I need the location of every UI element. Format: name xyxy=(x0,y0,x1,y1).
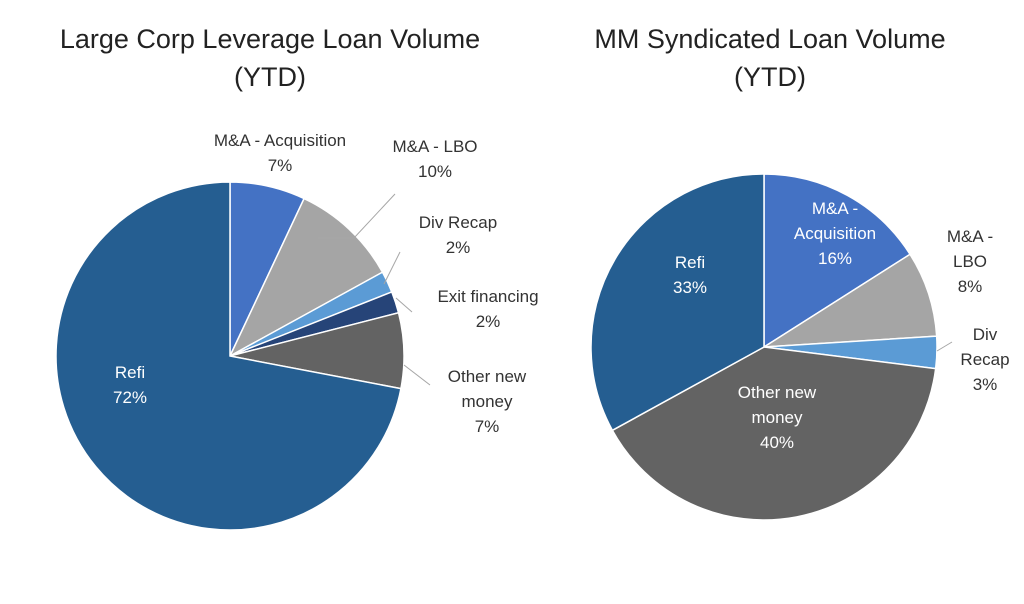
pie-slice xyxy=(611,346,937,521)
slice-label: Refi 72% xyxy=(113,363,147,407)
slice-value-label: 8% xyxy=(958,277,983,296)
leader-line xyxy=(395,297,413,313)
slice-value-label: 40% xyxy=(760,433,794,452)
slice-category-label: M&A - LBO xyxy=(392,137,477,156)
slice-category-label: Refi xyxy=(675,253,705,272)
slice-label: M&A - Acquisition 7% xyxy=(214,131,346,175)
slice-category-label: Other new xyxy=(448,367,527,386)
chart-title-line: Large Corp Leverage Loan Volume xyxy=(59,24,481,54)
slice-label: Div Recap 3% xyxy=(960,325,1009,394)
slice-category-label: Acquisition xyxy=(794,224,876,243)
slice-category-label: Div Recap xyxy=(419,213,497,232)
pie-slice xyxy=(763,173,912,349)
slice-category-label: money xyxy=(751,408,803,427)
slice-value-label: 2% xyxy=(476,312,501,331)
slice-value-label: 7% xyxy=(475,417,500,436)
chart-title-line: (YTD) xyxy=(234,62,306,92)
slice-label: M&A - Acquisition 16% xyxy=(794,199,876,268)
slice-value-label: 7% xyxy=(268,156,293,175)
slice-category-label: Exit financing xyxy=(437,287,538,306)
slice-label: Div Recap 2% xyxy=(419,213,497,257)
slice-category-label: money xyxy=(461,392,513,411)
slice-label: M&A - LBO 8% xyxy=(947,227,993,296)
chart-title-line: MM Syndicated Loan Volume xyxy=(594,24,946,54)
chart-title-large-corp: Large Corp Leverage Loan Volume (YTD) xyxy=(10,20,530,96)
slice-value-label: 33% xyxy=(673,278,707,297)
leader-line xyxy=(403,364,431,386)
slice-category-label: Div xyxy=(973,325,998,344)
slice-value-label: 10% xyxy=(418,162,452,181)
pie-slice xyxy=(590,173,765,432)
slice-category-label: LBO xyxy=(953,252,987,271)
slice-label: M&A - LBO 10% xyxy=(392,137,477,181)
pie-chart-0: M&A - Acquisition 7% M&A - LBO 10% Div Recap… xyxy=(55,131,539,531)
leader-line xyxy=(383,251,401,285)
slice-label: Refi 33% xyxy=(673,253,707,297)
slice-value-label: 3% xyxy=(973,375,998,394)
pie-chart-1: M&A - Acquisition 16% M&A - LBO 8% Div Recap 3% O… xyxy=(590,173,1010,521)
slice-label: Other new money 7% xyxy=(448,367,527,436)
chart-title-line: (YTD) xyxy=(734,62,806,92)
slice-category-label: M&A - xyxy=(812,199,858,218)
chart-title-mm-syndicated: MM Syndicated Loan Volume (YTD) xyxy=(520,20,1020,96)
slice-label: Exit financing 2% xyxy=(437,287,538,331)
leader-line xyxy=(318,193,396,239)
leader-line xyxy=(936,341,953,352)
slice-category-label: Refi xyxy=(115,363,145,382)
slice-value-label: 72% xyxy=(113,388,147,407)
slice-category-label: Other new xyxy=(738,383,817,402)
slice-value-label: 2% xyxy=(446,238,471,257)
slice-category-label: M&A - Acquisition xyxy=(214,131,346,150)
slice-category-label: Recap xyxy=(960,350,1009,369)
slice-label: Other new money 40% xyxy=(738,383,817,452)
pie-slice xyxy=(55,181,402,531)
slice-category-label: M&A - xyxy=(947,227,993,246)
slice-value-label: 16% xyxy=(818,249,852,268)
